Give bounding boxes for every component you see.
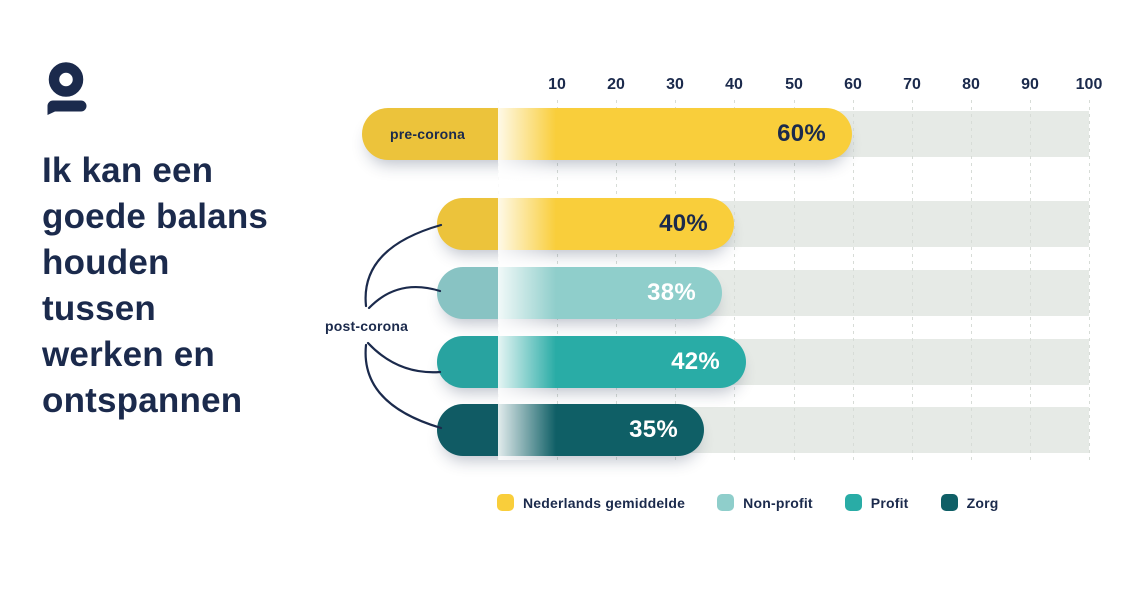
- bar-post-corona-profit: 42%: [437, 336, 746, 388]
- gridline: [734, 100, 735, 460]
- legend-swatch-profit: [844, 494, 862, 511]
- chart-title-line: goede balans: [42, 197, 269, 236]
- bar-preaxis-shade: [437, 336, 498, 388]
- gridline: [794, 100, 795, 460]
- speech-bubble-person-logo-icon: [47, 62, 87, 115]
- bar-pre-corona-nederlands-gemiddelde: pre-corona 60%: [362, 108, 852, 160]
- x-axis-tick-label: 10: [548, 76, 566, 93]
- x-axis-tick-label: 100: [1075, 76, 1103, 93]
- x-axis-tick-label: 50: [785, 76, 803, 93]
- legend-item-zorg: Zorg: [940, 494, 999, 511]
- legend-label: Non-profit: [743, 494, 813, 511]
- chart-title-line: werken en: [42, 335, 215, 374]
- post-corona-label: post-corona: [325, 318, 409, 334]
- x-axis-tick-label: 40: [725, 76, 743, 93]
- legend-label: Nederlands gemiddelde: [523, 494, 686, 511]
- legend-swatch-zorg: [940, 494, 958, 511]
- legend-label: Zorg: [966, 494, 999, 511]
- chart-title: Ik kan een goede balans houden tussen we…: [42, 148, 352, 424]
- gridline: [912, 100, 913, 460]
- bar-preaxis-shade: [362, 108, 498, 160]
- chart-title-line: ontspannen: [42, 381, 243, 420]
- bar-value: 42%: [671, 348, 720, 375]
- pre-corona-label: pre-corona: [390, 126, 466, 142]
- x-axis-tick-label: 60: [844, 76, 862, 93]
- bar-value: 35%: [629, 416, 678, 443]
- legend-label: Profit: [870, 494, 909, 511]
- bar-value: 38%: [647, 279, 696, 306]
- gridline: [853, 100, 854, 460]
- x-axis-tick-label: 20: [607, 76, 625, 93]
- gridline: [1089, 100, 1090, 460]
- chart-title-line: houden: [42, 243, 170, 282]
- chart-title-line: tussen: [42, 289, 157, 328]
- chart-title-line: Ik kan een: [42, 151, 214, 190]
- bar-post-corona-zorg: 35%: [437, 404, 704, 456]
- bar-value: 60%: [777, 120, 826, 147]
- bar-preaxis-shade: [437, 198, 498, 250]
- x-axis-tick-label: 90: [1021, 76, 1039, 93]
- legend-swatch-nederlands-gemiddelde: [497, 494, 514, 511]
- legend-item-non-profit: Non-profit: [717, 494, 813, 511]
- x-axis-tick-label: 80: [962, 76, 980, 93]
- bar-preaxis-shade: [437, 267, 498, 319]
- bar-post-corona-non-profit: 38%: [437, 267, 722, 319]
- legend: Nederlands gemiddelde Non-profit Profit …: [497, 494, 998, 511]
- bar-value: 40%: [659, 210, 708, 237]
- legend-swatch-non-profit: [717, 494, 735, 511]
- x-axis-tick-label: 70: [903, 76, 921, 93]
- x-axis-tick-label: 30: [666, 76, 684, 93]
- legend-item-profit: Profit: [844, 494, 909, 511]
- bar-post-corona-nederlands-gemiddelde: 40%: [437, 198, 734, 250]
- gridline: [1030, 100, 1031, 460]
- legend-item-nederlands-gemiddelde: Nederlands gemiddelde: [497, 494, 685, 511]
- bar-preaxis-shade: [437, 404, 498, 456]
- gridline: [971, 100, 972, 460]
